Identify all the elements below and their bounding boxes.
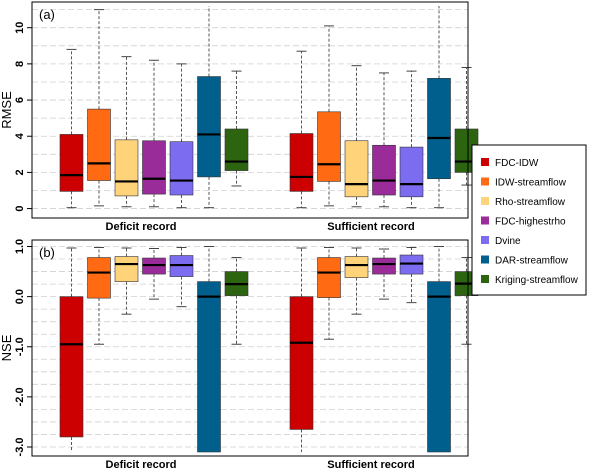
box-body	[87, 257, 111, 299]
legend-label: Dvine	[495, 236, 521, 247]
box-idw-streamflow	[317, 25, 341, 207]
box-body	[289, 133, 314, 192]
box-dvine	[169, 63, 194, 209]
box-kriging-streamflow	[224, 70, 249, 187]
legend-swatch	[481, 236, 489, 244]
box-dar-streamflow	[197, 6, 221, 209]
box-body	[169, 141, 194, 196]
legend-frame	[471, 144, 587, 296]
y-tick-label: 8	[14, 61, 26, 67]
legend-label: IDW-streamflow	[495, 178, 567, 189]
y-tick-label: -2.0	[14, 387, 26, 406]
legend-item: Dvine	[481, 236, 521, 247]
y-tick-label: 0.0	[14, 289, 26, 304]
box-idw-streamflow	[87, 247, 111, 345]
y-tick-label: 0	[14, 206, 26, 212]
legend-item: IDW-streamflow	[481, 177, 567, 189]
box-dvine	[399, 70, 424, 209]
box-dvine	[399, 247, 424, 304]
box-rho-streamflow	[114, 56, 139, 208]
box-fdc-highestrho	[142, 59, 166, 208]
box-rho-streamflow	[344, 65, 369, 208]
legend-item: FDC-highestrho	[481, 216, 566, 228]
box-rho-streamflow	[344, 247, 369, 315]
box-fdc-idw	[289, 50, 314, 209]
y-tick-label: 6	[14, 97, 26, 103]
plot-frame	[31, 1, 469, 219]
box-body	[372, 257, 396, 275]
box-body	[427, 281, 451, 453]
legend-label: Rho-streamflow	[495, 197, 566, 208]
legend-label: FDC-highestrho	[495, 217, 566, 228]
group-label: Deficit record	[106, 459, 177, 471]
y-tick-label: 10	[14, 22, 26, 34]
panel-label: (a)	[39, 7, 55, 22]
legend-swatch	[481, 275, 489, 283]
y-tick-label: -1.0	[14, 337, 26, 356]
box-body	[372, 144, 396, 196]
box-fdc-highestrho	[142, 248, 166, 300]
box-dvine	[169, 247, 194, 308]
box-fdc-idw	[289, 247, 314, 452]
box-body	[59, 134, 84, 192]
box-body	[317, 257, 341, 298]
legend-label: FDC-IDW	[495, 158, 539, 169]
box-kriging-streamflow	[224, 257, 249, 345]
legend-swatch	[481, 158, 489, 166]
group-label: Sufficient record	[327, 459, 414, 471]
box-fdc-idw	[59, 48, 84, 209]
box-fdc-highestrho	[372, 72, 396, 208]
legend: FDC-IDW IDW-streamflow Rho-streamflow FDC-h…	[471, 144, 587, 296]
legend-item: FDC-IDW	[481, 158, 539, 169]
group-label: Sufficient record	[327, 221, 414, 233]
y-tick-label: 1.0	[14, 239, 26, 254]
box-body	[87, 108, 111, 181]
box-body	[427, 78, 451, 180]
panel-rmse: Deficit record Sufficient record 0 2 4 6 8 10 RM…	[0, 1, 479, 233]
box-dar-streamflow	[197, 246, 221, 453]
box-body	[59, 296, 84, 438]
panel-label: (b)	[39, 245, 55, 260]
group-label: Deficit record	[106, 221, 177, 233]
box-idw-streamflow	[87, 9, 111, 207]
box-body	[114, 256, 139, 282]
box-fdc-highestrho	[372, 248, 396, 300]
legend-item: Rho-streamflow	[481, 197, 566, 208]
y-tick-label: 4	[14, 132, 26, 139]
box-body	[317, 111, 341, 182]
legend-swatch	[481, 197, 489, 205]
legend-label: Kriging-streamflow	[495, 275, 579, 286]
box-body	[344, 256, 369, 278]
box-body	[399, 146, 424, 198]
box-body	[289, 296, 314, 430]
box-idw-streamflow	[317, 247, 341, 340]
box-body	[197, 281, 221, 453]
legend-swatch	[481, 255, 489, 264]
y-axis-title: RMSE	[0, 91, 14, 129]
legend-swatch	[481, 216, 489, 225]
box-body	[114, 139, 139, 197]
y-axis-title: NSE	[0, 334, 14, 361]
panel-nse: Deficit record Sufficient record 1.0 0.0 -1.…	[0, 239, 479, 471]
box-dar-streamflow	[427, 246, 451, 453]
box-body	[344, 140, 369, 198]
legend-item: Kriging-streamflow	[481, 275, 579, 286]
y-tick-label: -3.0	[14, 438, 26, 457]
box-body	[197, 76, 221, 178]
box-dar-streamflow	[427, 6, 451, 209]
box-body	[224, 128, 249, 171]
plot-frame	[31, 239, 469, 457]
legend-swatch	[481, 177, 489, 186]
legend-label: DAR-streamflow	[495, 256, 569, 267]
y-tick-label: 2	[14, 169, 26, 175]
box-fdc-idw	[59, 247, 84, 452]
box-rho-streamflow	[114, 247, 139, 315]
legend-item: DAR-streamflow	[481, 255, 569, 267]
box-body	[142, 140, 166, 195]
